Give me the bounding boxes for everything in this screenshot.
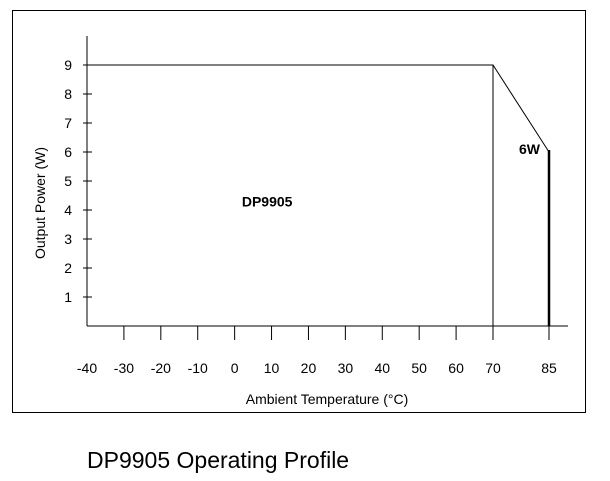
figure-caption: DP9905 Operating Profile [87,447,350,473]
x-tick-label--30: -30 [114,360,134,376]
x-tick-label-50: 50 [411,360,427,376]
y-tick-label-6: 6 [64,144,72,160]
y-tick-label-1: 1 [64,289,72,305]
power-6w-label: 6W [519,141,541,157]
x-tick-label--20: -20 [151,360,171,376]
y-tick-label-2: 2 [64,260,72,276]
y-tick-label-3: 3 [64,231,72,247]
y-tick-label-4: 4 [64,202,72,218]
x-tick-label-40: 40 [374,360,390,376]
y-axis-title: Output Power (W) [32,147,48,259]
x-tick-label-70: 70 [485,360,501,376]
y-tick-label-7: 7 [64,115,72,131]
y-tick-label-8: 8 [64,86,72,102]
x-tick-label-10: 10 [264,360,280,376]
operating-profile-chart: 1 2 3 4 5 6 7 8 9 -40 -30 -20 -10 0 10 20 30 40 50 60 70 85 DP… [32,36,568,407]
x-tick-label-60: 60 [448,360,464,376]
model-label: DP9905 [242,193,293,209]
x-tick-label--10: -10 [188,360,208,376]
x-axis-title: Ambient Temperature (°C) [246,391,409,407]
chart-frame [12,10,586,413]
series-line-output-power [87,64,550,326]
x-tick-label--40: -40 [77,360,97,376]
y-tick-label-5: 5 [64,173,72,189]
x-tick-label-85: 85 [541,360,557,376]
x-tick-label-30: 30 [338,360,354,376]
x-tick-label-0: 0 [231,360,239,376]
y-tick-label-9: 9 [64,57,72,73]
x-tick-label-20: 20 [301,360,317,376]
